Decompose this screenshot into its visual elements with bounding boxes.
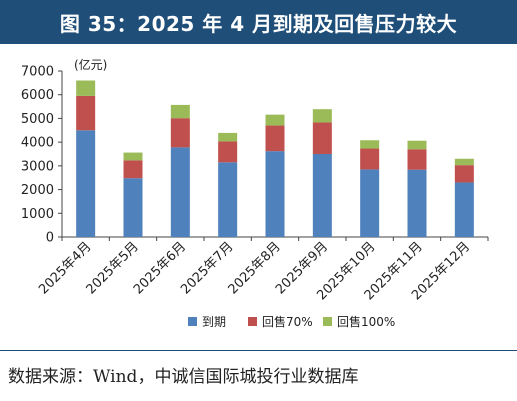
bar-put-100 [76, 80, 96, 96]
legend-label: 到期 [202, 315, 226, 329]
chart-title: 图 35：2025 年 4 月到期及回售压力较大 [0, 0, 517, 44]
bar-maturity [407, 169, 427, 237]
legend-label: 回售70% [262, 314, 313, 329]
source-note: 数据来源：Wind，中诚信国际城投行业数据库 [8, 367, 359, 387]
y-tick-label: 1000 [21, 207, 54, 222]
bar-put-100 [454, 158, 474, 166]
y-tick-label: 3000 [21, 159, 54, 174]
bar-maturity [76, 130, 96, 237]
y-unit-label: (亿元) [74, 57, 107, 72]
legend: 到期 回售70% 回售100% [188, 314, 395, 329]
bars [76, 80, 474, 237]
bar-put-70 [76, 95, 96, 131]
stacked-bar-chart: (亿元) 0 1000 2000 3000 4000 5000 6000 7000 2025年… [21, 57, 489, 329]
bar-put-70 [454, 165, 474, 183]
bar-maturity [170, 147, 190, 237]
bar-put-100 [218, 132, 238, 142]
y-tick-label: 6000 [21, 88, 54, 103]
bar-put-100 [312, 109, 332, 123]
bar-put-100 [170, 104, 190, 119]
bar-maturity [123, 178, 143, 237]
bar-maturity [454, 182, 474, 237]
bar-maturity [360, 169, 380, 237]
bar-put-100 [360, 140, 380, 149]
bar-put-100 [123, 152, 143, 161]
bar-put-70 [360, 148, 380, 170]
bar-maturity [218, 162, 238, 237]
bar-put-70 [123, 160, 143, 179]
bar-put-100 [407, 140, 427, 150]
source-divider [0, 350, 517, 351]
bar-put-70 [170, 118, 190, 148]
legend-label: 回售100% [337, 314, 395, 329]
y-tick-label: 4000 [21, 136, 54, 151]
y-tick-label: 0 [46, 231, 54, 246]
bar-put-70 [265, 125, 285, 152]
bar-put-70 [407, 149, 427, 170]
x-tick-labels: 2025年4月2025年5月2025年6月2025年7月2025年8月2025年… [36, 239, 473, 303]
bar-maturity [265, 151, 285, 237]
legend-swatch [248, 317, 257, 326]
axes: 0 1000 2000 3000 4000 5000 6000 7000 [21, 65, 489, 246]
y-tick-label: 7000 [21, 65, 54, 80]
bar-put-100 [265, 114, 285, 126]
legend-swatch [188, 317, 197, 326]
y-tick-label: 5000 [21, 112, 54, 127]
y-tick-label: 2000 [21, 183, 54, 198]
bar-put-70 [218, 141, 238, 163]
legend-swatch [323, 317, 332, 326]
bar-maturity [312, 154, 332, 237]
bar-put-70 [312, 122, 332, 154]
